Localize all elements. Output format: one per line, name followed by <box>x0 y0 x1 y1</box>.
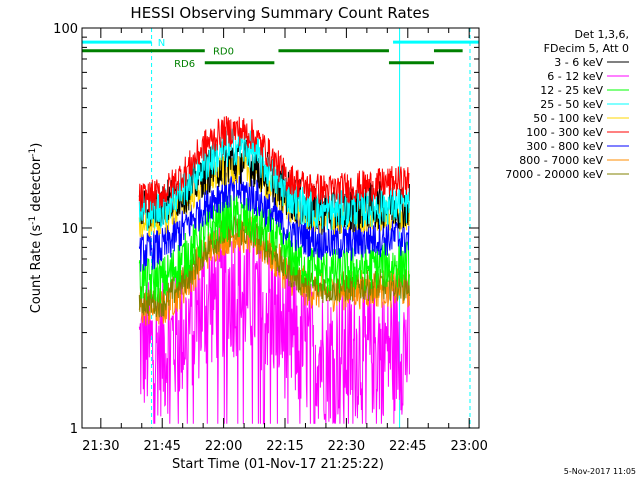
y-axis-label-mid: detector <box>29 156 44 216</box>
series-line-100-300-kev <box>138 116 410 214</box>
chart-title: HESSI Observing Summary Count Rates <box>130 4 429 22</box>
legend-label: 300 - 800 keV <box>526 140 603 153</box>
footer-timestamp: 5-Nov-2017 11:05 <box>564 467 636 476</box>
x-tick-label: 23:00 <box>450 439 487 454</box>
x-axis: 21:30 21:45 22:00 22:15 22:30 22:45 23:00 <box>82 28 488 454</box>
x-tick-label: 22:45 <box>389 439 426 454</box>
legend-header-line-2: FDecim 5, Att 0 <box>544 42 629 55</box>
x-tick-label: 22:30 <box>328 439 365 454</box>
legend-label: 6 - 12 keV <box>547 70 603 83</box>
x-tick-label: 22:00 <box>205 439 242 454</box>
x-tick-label: 22:15 <box>266 439 303 454</box>
y-tick-label: 100 <box>53 22 78 37</box>
legend-label: 3 - 6 keV <box>554 56 603 69</box>
series-line-12-25-kev <box>138 193 410 304</box>
y-axis-label-end: ) <box>29 143 44 148</box>
y-axis-label: Count Rate (s-1 detector-1) <box>28 143 44 314</box>
legend-header-line-1: Det 1,3,6, <box>574 28 629 41</box>
y-tick-label: 10 <box>61 222 78 237</box>
y-tick-label: 1 <box>70 422 78 437</box>
flag-label-rd6: RD6 <box>174 59 195 70</box>
legend-label: 25 - 50 keV <box>540 98 603 111</box>
y-axis-label-text: Count Rate (s <box>29 225 44 314</box>
x-axis-label: Start Time (01-Nov-17 21:25:22) <box>172 457 384 472</box>
legend-label: 7000 - 20000 keV <box>505 168 603 181</box>
y-axis-label-sup-2: -1 <box>28 148 38 157</box>
y-axis: 1 10 100 <box>53 22 479 437</box>
legend-label: 100 - 300 keV <box>526 126 603 139</box>
legend-label: 50 - 100 keV <box>533 112 603 125</box>
x-tick-label: 21:30 <box>82 439 119 454</box>
flag-label-n: N <box>158 38 165 49</box>
legend-label: 12 - 25 keV <box>540 84 603 97</box>
legend-label: 800 - 7000 keV <box>519 154 603 167</box>
y-axis-label-sup-1: -1 <box>28 216 38 225</box>
x-tick-label: 21:45 <box>143 439 180 454</box>
flag-label-rd0: RD0 <box>213 47 234 58</box>
